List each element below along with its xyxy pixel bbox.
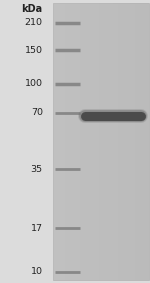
Bar: [147, 3, 149, 280]
Bar: [70, 3, 72, 280]
Bar: [113, 3, 116, 280]
Bar: [65, 3, 68, 280]
Bar: [120, 3, 123, 280]
Text: 150: 150: [25, 46, 43, 55]
Bar: [53, 3, 56, 280]
Bar: [108, 3, 111, 280]
Bar: [58, 3, 60, 280]
Text: 70: 70: [31, 108, 43, 117]
Bar: [130, 3, 132, 280]
Bar: [125, 3, 128, 280]
Bar: [142, 3, 144, 280]
Bar: [60, 3, 63, 280]
Text: 10: 10: [31, 267, 43, 276]
Bar: [75, 3, 77, 280]
Bar: [132, 3, 135, 280]
Bar: [84, 3, 87, 280]
Bar: [111, 3, 113, 280]
Text: 100: 100: [25, 79, 43, 88]
Bar: [89, 3, 92, 280]
Bar: [144, 3, 147, 280]
Bar: [128, 3, 130, 280]
Bar: [87, 3, 89, 280]
Text: 210: 210: [25, 18, 43, 27]
Bar: [106, 3, 108, 280]
Bar: [137, 3, 140, 280]
Bar: [53, 3, 149, 280]
Bar: [140, 3, 142, 280]
Bar: [135, 3, 137, 280]
Bar: [101, 3, 104, 280]
Bar: [80, 3, 82, 280]
Bar: [118, 3, 120, 280]
Bar: [99, 3, 101, 280]
Text: 17: 17: [31, 224, 43, 233]
Bar: [96, 3, 99, 280]
Bar: [63, 3, 65, 280]
Bar: [56, 3, 58, 280]
Bar: [104, 3, 106, 280]
Bar: [68, 3, 70, 280]
Bar: [82, 3, 84, 280]
Bar: [123, 3, 125, 280]
Bar: [92, 3, 94, 280]
Bar: [94, 3, 96, 280]
Bar: [77, 3, 80, 280]
Text: kDa: kDa: [22, 4, 43, 14]
Text: 35: 35: [31, 165, 43, 174]
Bar: [116, 3, 118, 280]
Bar: [72, 3, 75, 280]
